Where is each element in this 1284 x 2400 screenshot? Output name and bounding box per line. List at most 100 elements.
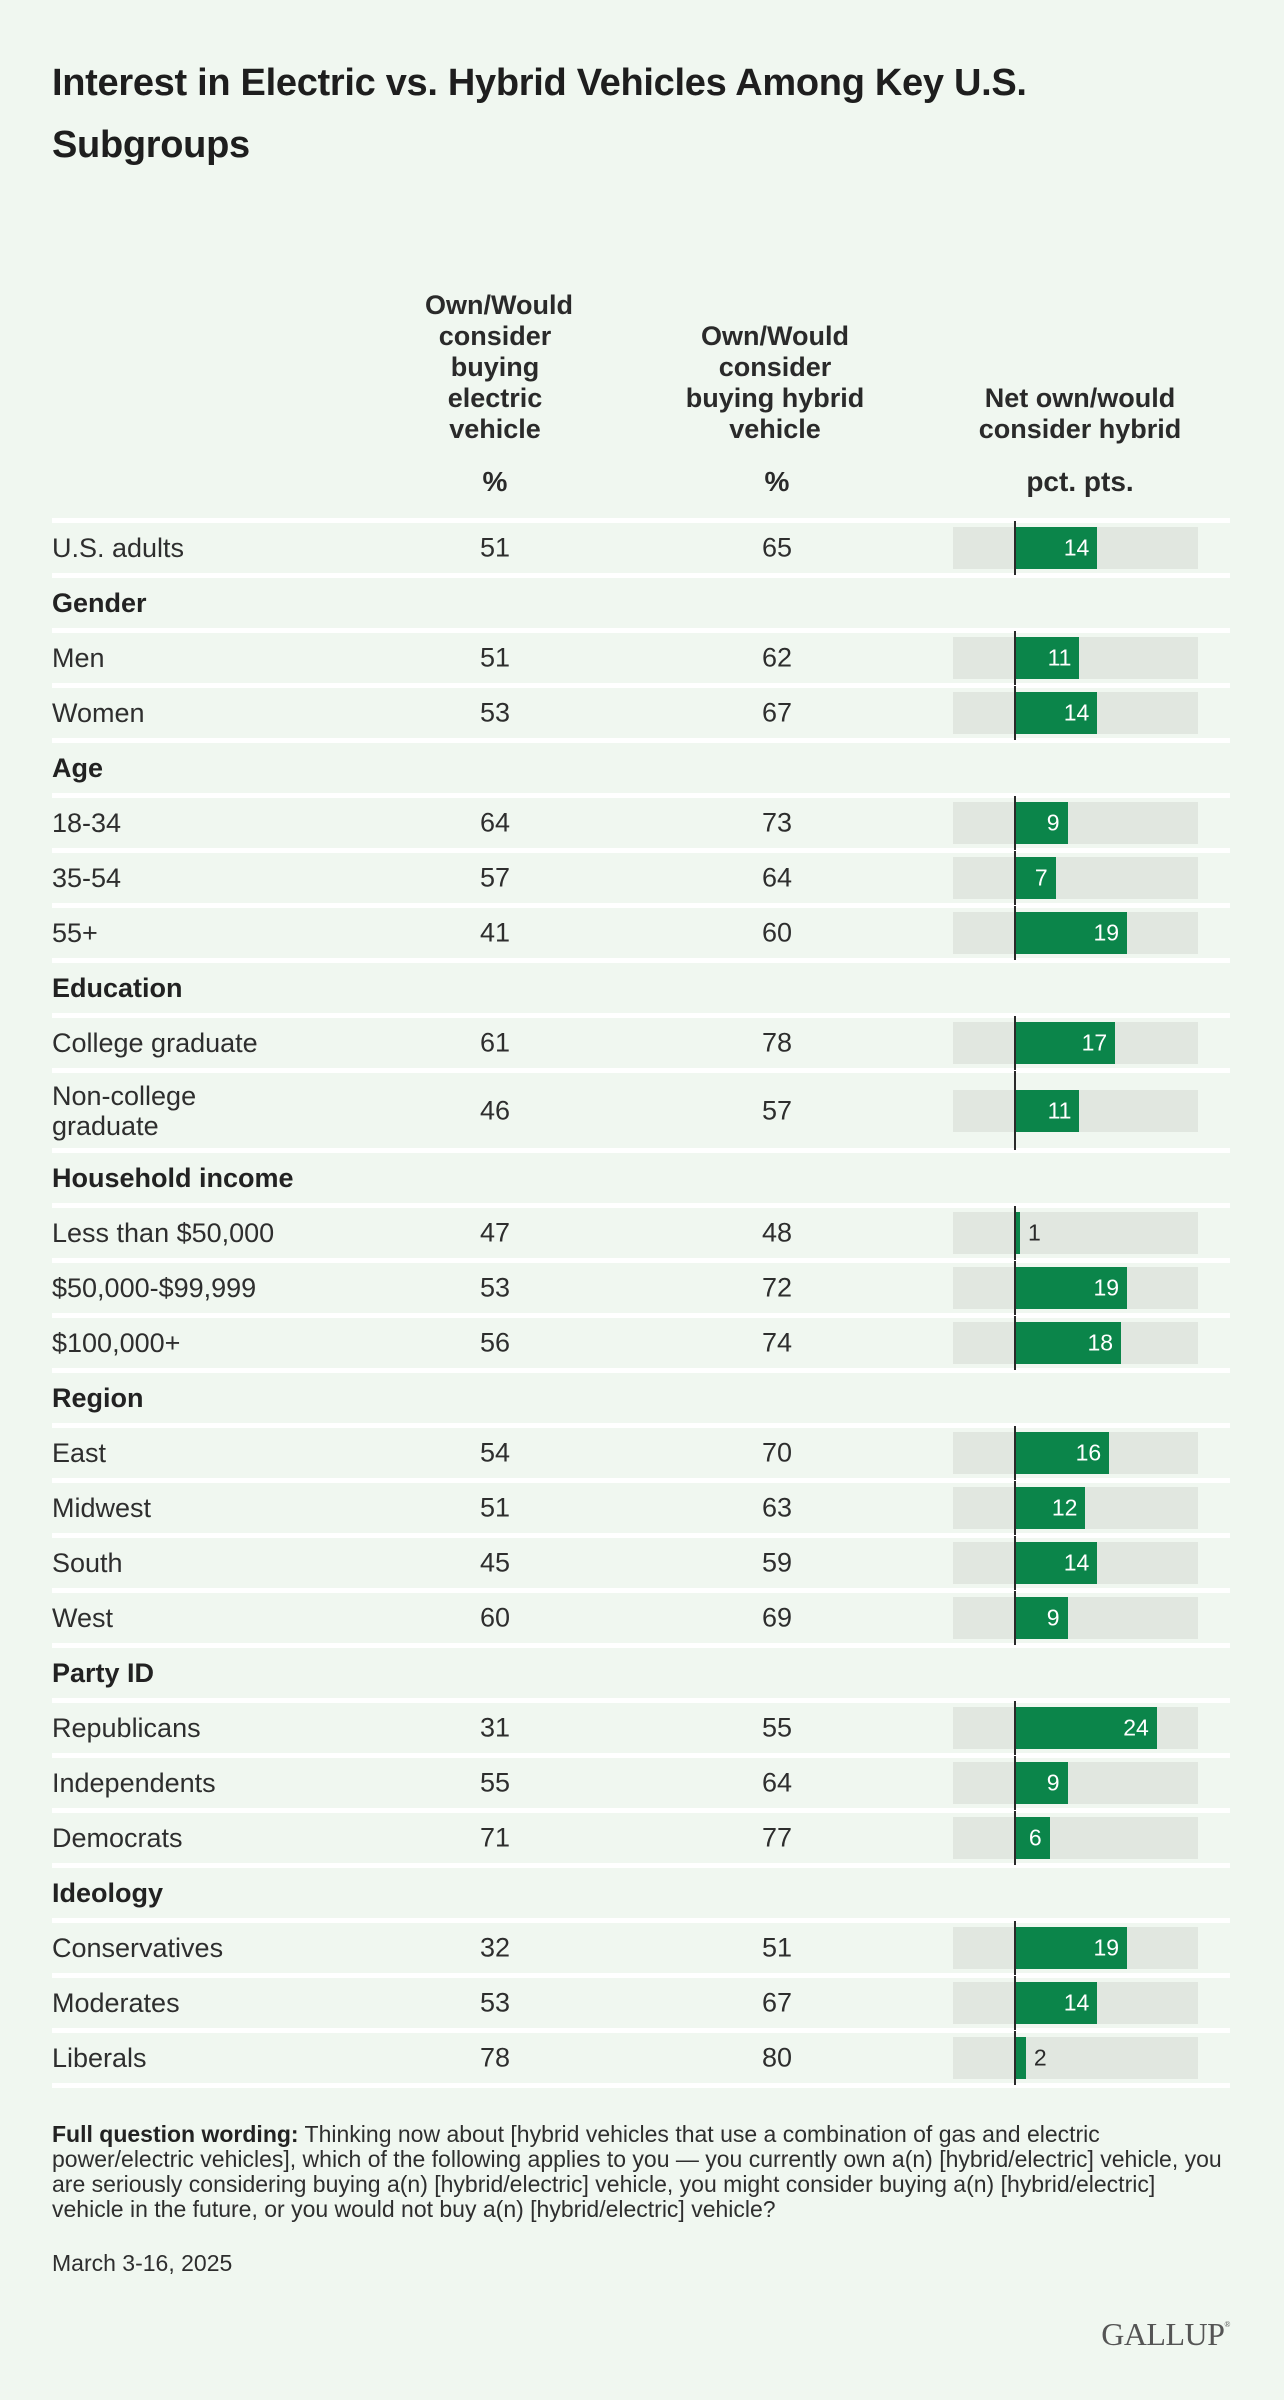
row-label: 55+: [52, 918, 98, 948]
zero-axis-line: [1014, 1316, 1016, 1370]
electric-value: 56: [479, 1327, 511, 1358]
question-wording: Full question wording: Thinking now abou…: [52, 2122, 1232, 2222]
net-bar: [1014, 1707, 1157, 1749]
column-header-hybrid: Own/Would consider buying hybrid vehicle: [660, 275, 890, 445]
row-separator: [52, 518, 1230, 523]
net-bar-track: 19: [953, 912, 1198, 954]
zero-axis-line: [1014, 1811, 1016, 1865]
net-bar-track: 11: [953, 637, 1198, 679]
zero-axis-line: [1014, 1261, 1016, 1315]
table-row: Republicans 31 55 24: [52, 1701, 1230, 1755]
net-bar-track: 18: [953, 1322, 1198, 1364]
net-bar-label: 6: [1028, 1824, 1042, 1851]
electric-value: 51: [479, 532, 511, 563]
hybrid-value: 62: [761, 642, 793, 673]
zero-axis-line: [1014, 1426, 1016, 1480]
table-row: Independents 55 64 9: [52, 1756, 1230, 1810]
group-label: Region: [52, 1383, 144, 1413]
row-label: U.S. adults: [52, 533, 185, 563]
net-bar-track: 14: [953, 692, 1198, 734]
row-separator: [52, 1918, 1230, 1923]
net-bar-label: 24: [1123, 1714, 1149, 1741]
row-separator: [52, 1643, 1230, 1648]
group-label: Household income: [52, 1163, 294, 1193]
net-bar: [1014, 1927, 1128, 1969]
row-label: 35-54: [52, 863, 122, 893]
unit-electric: %: [482, 466, 508, 497]
net-bar: [1014, 1267, 1128, 1309]
group-label: Gender: [52, 588, 147, 618]
electric-value: 53: [479, 1987, 511, 2018]
row-separator: [52, 1533, 1230, 1538]
net-bar-label: 12: [1051, 1494, 1078, 1521]
row-label: College graduate: [52, 1028, 258, 1058]
chart-title: Interest in Electric vs. Hybrid Vehicles…: [52, 62, 1027, 166]
zero-axis-line: [1014, 1591, 1016, 1645]
hybrid-value: 55: [761, 1712, 793, 1743]
table-row: East 54 70 16: [52, 1426, 1230, 1480]
net-bar-label: 14: [1063, 699, 1090, 726]
net-bar-label: 9: [1046, 1604, 1060, 1631]
hybrid-value: 60: [761, 917, 793, 948]
electric-value: 53: [479, 697, 511, 728]
row-separator: [52, 1478, 1230, 1483]
net-bar: [1014, 2037, 1026, 2079]
row-label: Conservatives: [52, 1933, 224, 1963]
column-header-line: Own/Would: [701, 321, 849, 351]
net-bar-track: 14: [953, 1542, 1198, 1584]
net-bar-label: 11: [1047, 644, 1072, 671]
zero-axis-line: [1014, 1016, 1016, 1070]
net-bar-track: 2: [953, 2037, 1198, 2079]
row-separator: [52, 1148, 1230, 1153]
row-separator: [52, 1753, 1230, 1758]
gallup-logo-text: GALLUP: [1101, 2316, 1225, 2352]
row-separator: [52, 1368, 1230, 1373]
hybrid-value: 78: [761, 1027, 793, 1058]
hybrid-value: 70: [761, 1437, 793, 1468]
zero-axis-line: [1014, 1536, 1016, 1590]
hybrid-value: 67: [761, 1987, 793, 2018]
row-separator: [52, 1808, 1230, 1813]
zero-axis-line: [1014, 2031, 1016, 2085]
net-bar-label: 11: [1047, 1097, 1072, 1123]
row-separator: [52, 903, 1230, 908]
zero-axis-line: [1014, 631, 1016, 685]
net-bar: [1014, 692, 1098, 734]
hybrid-value: 48: [761, 1217, 793, 1248]
column-header-line: buying hybrid: [685, 383, 865, 413]
net-bar: [1014, 912, 1128, 954]
table-row: 18-34 64 73 9: [52, 796, 1230, 850]
column-header-net: Net own/would consider hybrid: [920, 275, 1240, 445]
hybrid-value: 74: [761, 1327, 793, 1358]
electric-value: 55: [479, 1767, 511, 1798]
table-row: 55+ 41 60 19: [52, 906, 1230, 960]
net-bar: [1014, 1089, 1080, 1132]
group-label: Education: [52, 973, 183, 1003]
row-separator: [52, 683, 1230, 688]
hybrid-value: 80: [761, 2042, 793, 2073]
net-bar-track: 17: [953, 1022, 1198, 1064]
row-separator: [52, 1863, 1230, 1868]
table-row: Men 51 62 11: [52, 631, 1230, 685]
group-header: Age: [52, 743, 1230, 793]
table-row: West 60 69 9: [52, 1591, 1230, 1645]
table-row: Liberals 78 80 2: [52, 2031, 1230, 2085]
row-separator: [52, 1068, 1230, 1073]
table-row: 35-54 57 64 7: [52, 851, 1230, 905]
column-header-line: vehicle: [729, 414, 821, 444]
hybrid-value: 51: [761, 1932, 793, 1963]
column-header-line: consider: [718, 352, 832, 382]
gallup-logo: GALLUP®: [1101, 2316, 1230, 2353]
hybrid-value: 72: [761, 1272, 793, 1303]
group-label: Age: [52, 753, 104, 783]
row-separator: [52, 1698, 1230, 1703]
zero-axis-line: [1014, 1701, 1016, 1755]
table-row: Moderates 53 67 14: [52, 1976, 1230, 2030]
registered-mark-icon: ®: [1224, 2320, 1230, 2329]
net-bar-label: 16: [1075, 1439, 1102, 1466]
row-label: Women: [52, 698, 145, 728]
net-bar-label: 2: [1033, 2044, 1047, 2071]
net-bar: [1014, 1597, 1068, 1639]
group-header: Education: [52, 963, 1230, 1013]
net-bar-track: 12: [953, 1487, 1198, 1529]
